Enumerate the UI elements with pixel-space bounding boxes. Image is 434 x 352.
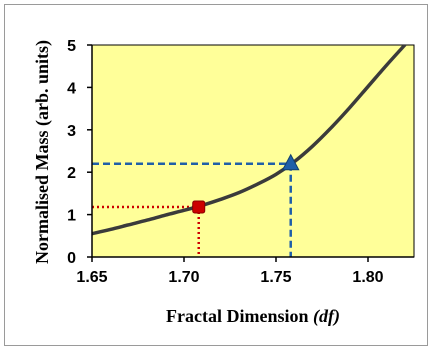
x-tick-label: 1.75 xyxy=(260,269,291,286)
plot-area xyxy=(91,44,415,258)
y-axis-title: Normalised Mass (arb. units) xyxy=(32,40,53,264)
tick-group: 0 1 2 3 4 5 1.65 1.70 1.75 1.80 xyxy=(67,38,384,286)
x-tick-label: 1.70 xyxy=(168,269,199,286)
series-group xyxy=(92,45,407,236)
triangle-marker xyxy=(281,153,300,171)
y-tick-label: 5 xyxy=(67,38,76,55)
y-tick-label: 2 xyxy=(67,165,76,182)
guide-lines xyxy=(92,162,292,257)
square-marker xyxy=(192,200,206,214)
y-tick-label: 0 xyxy=(67,250,76,267)
y-tick-label: 1 xyxy=(67,208,76,225)
x-axis-title: Fractal Dimension (df) xyxy=(166,306,340,327)
series-line-0 xyxy=(92,45,407,236)
y-tick-label: 4 xyxy=(67,80,76,97)
x-tick-label: 1.80 xyxy=(352,269,383,286)
x-tick-label: 1.65 xyxy=(76,269,107,286)
marker-group xyxy=(192,153,300,214)
y-tick-label: 3 xyxy=(67,123,76,140)
axes xyxy=(91,45,414,258)
